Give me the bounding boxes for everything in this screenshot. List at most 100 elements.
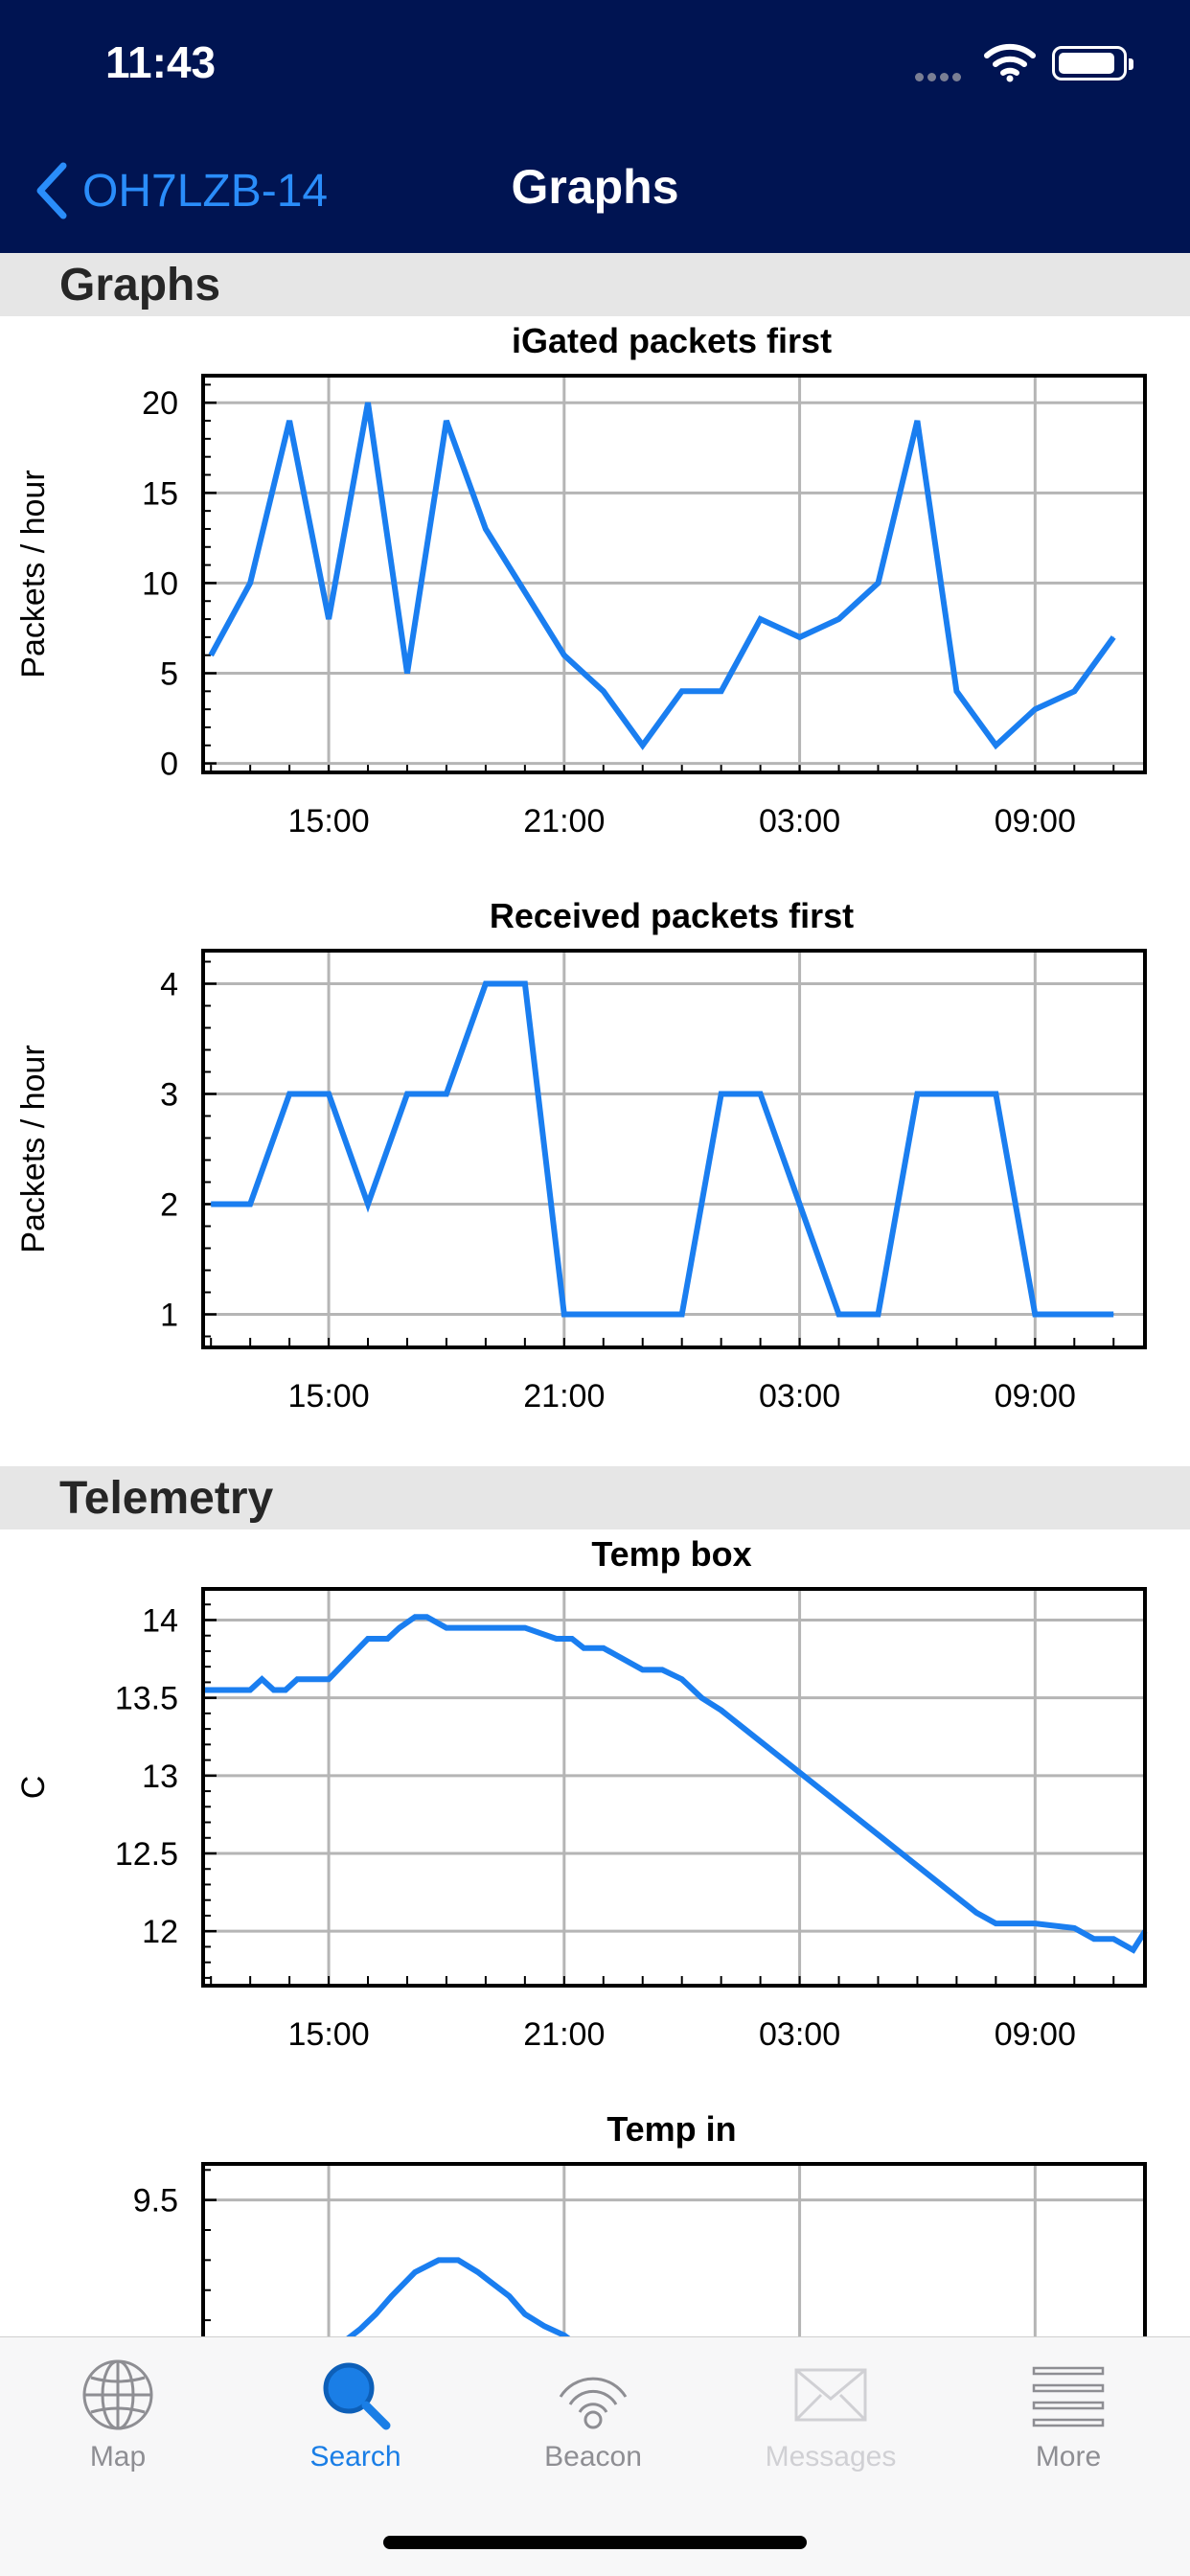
tab-label: Messages bbox=[765, 2441, 897, 2472]
tab-label: Beacon bbox=[544, 2441, 642, 2472]
chart-svg: Temp box C 15:00 21:00 03:00 09:00 12 12.5 13 13.… bbox=[15, 1534, 1148, 2053]
plot-frame bbox=[201, 374, 1147, 774]
data-point bbox=[367, 1638, 369, 1640]
tab-messages[interactable]: Messages bbox=[735, 2357, 927, 2510]
data-point bbox=[1073, 1927, 1075, 1929]
beacon-icon bbox=[559, 2377, 628, 2429]
data-point bbox=[760, 1740, 762, 1742]
chevron-left-icon bbox=[36, 162, 67, 219]
data-point bbox=[328, 618, 330, 620]
data-point bbox=[249, 1204, 251, 1205]
chart-svg: iGated packets first Packets / hour 15:00 2… bbox=[15, 321, 1147, 840]
x-tick-label: 03:00 bbox=[759, 1378, 840, 1414]
data-point bbox=[799, 1204, 801, 1205]
data-point bbox=[603, 690, 605, 692]
y-tick-label: 14 bbox=[142, 1602, 178, 1639]
data-point bbox=[288, 1093, 290, 1094]
data-point bbox=[799, 636, 801, 638]
section-title: Graphs bbox=[59, 260, 221, 310]
chart-temp-box: Temp box C 15:00 21:00 03:00 09:00 12 12.5 13 13.… bbox=[0, 1530, 1190, 2104]
data-point bbox=[1093, 1938, 1095, 1940]
y-axis-label: Packets / hour bbox=[15, 470, 52, 678]
data-point bbox=[975, 1912, 977, 1914]
data-point bbox=[1112, 1314, 1114, 1315]
y-tick-label: 5 bbox=[160, 656, 178, 693]
data-point bbox=[681, 1314, 683, 1315]
data-point bbox=[916, 420, 918, 422]
data-point bbox=[916, 1093, 918, 1094]
data-point bbox=[524, 983, 526, 984]
data-point bbox=[492, 2283, 494, 2285]
data-point bbox=[406, 1093, 408, 1094]
x-tick-label: 15:00 bbox=[288, 803, 370, 840]
data-point bbox=[995, 1093, 996, 1094]
data-point bbox=[296, 1678, 298, 1680]
data-point bbox=[799, 1772, 801, 1774]
y-axis-label: C bbox=[15, 1776, 52, 1800]
data-point bbox=[524, 2313, 526, 2315]
data-point bbox=[406, 673, 408, 674]
x-tick-label: 21:00 bbox=[523, 1378, 605, 1414]
series-line bbox=[211, 980, 1114, 1318]
data-point bbox=[700, 1697, 702, 1699]
data-point bbox=[563, 655, 565, 656]
x-tick-label: 03:00 bbox=[759, 2016, 840, 2053]
series-line bbox=[203, 1614, 1148, 1954]
search-icon bbox=[323, 2362, 391, 2430]
data-point bbox=[571, 1638, 573, 1640]
tab-map[interactable]: Map bbox=[22, 2357, 214, 2510]
data-point bbox=[485, 1627, 487, 1629]
envelope-icon bbox=[794, 2368, 867, 2422]
data-point bbox=[210, 655, 212, 656]
y-tick-label: 1 bbox=[160, 1298, 178, 1334]
y-tick-label: 3 bbox=[160, 1077, 178, 1114]
y-tick-label: 2 bbox=[160, 1187, 178, 1224]
data-point bbox=[477, 2271, 479, 2273]
series-line bbox=[346, 2257, 571, 2336]
back-button-label: OH7LZB-14 bbox=[82, 165, 329, 217]
chart-svg: Received packets first Packets / hour 15:0… bbox=[15, 896, 1147, 1414]
cellular-signal-icon bbox=[915, 69, 973, 81]
data-point bbox=[995, 745, 996, 747]
data-point bbox=[367, 1204, 369, 1205]
data-point bbox=[955, 1896, 957, 1898]
x-tick-label: 15:00 bbox=[288, 1378, 370, 1414]
data-point bbox=[508, 2295, 510, 2297]
x-tick-label: 03:00 bbox=[759, 803, 840, 840]
data-point bbox=[249, 582, 251, 584]
x-tick-label: 15:00 bbox=[288, 2016, 370, 2053]
data-point bbox=[1073, 1314, 1075, 1315]
data-point bbox=[391, 2295, 393, 2297]
tab-search[interactable]: Search bbox=[260, 2357, 451, 2510]
tab-more[interactable]: More bbox=[973, 2357, 1164, 2510]
chart-svg: Temp in8.599.5 bbox=[133, 2109, 1147, 2336]
data-point bbox=[375, 2313, 377, 2315]
data-point bbox=[261, 1678, 263, 1680]
data-point bbox=[642, 1668, 644, 1670]
tab-label: More bbox=[1035, 2441, 1102, 2472]
data-point bbox=[661, 1668, 663, 1670]
y-tick-label: 13 bbox=[142, 1759, 178, 1795]
data-point bbox=[1073, 690, 1075, 692]
data-point bbox=[681, 690, 683, 692]
back-button[interactable]: OH7LZB-14 bbox=[33, 157, 328, 224]
data-point bbox=[877, 582, 879, 584]
data-point bbox=[838, 618, 840, 620]
data-point bbox=[556, 1638, 558, 1640]
y-tick-label: 12.5 bbox=[115, 1836, 178, 1873]
y-tick-label: 12 bbox=[142, 1914, 178, 1950]
data-point bbox=[288, 420, 290, 422]
plot-frame bbox=[201, 2162, 1147, 2336]
data-point bbox=[485, 528, 487, 530]
y-tick-label: 13.5 bbox=[115, 1681, 178, 1717]
data-point bbox=[760, 1093, 762, 1094]
x-tick-label: 21:00 bbox=[523, 803, 605, 840]
data-point bbox=[328, 1678, 330, 1680]
data-point bbox=[838, 1314, 840, 1315]
data-point bbox=[348, 1658, 350, 1660]
y-tick-label: 10 bbox=[142, 565, 178, 602]
data-point bbox=[399, 1627, 400, 1629]
data-point bbox=[877, 1834, 879, 1836]
tab-beacon[interactable]: Beacon bbox=[497, 2357, 689, 2510]
data-point bbox=[414, 2271, 416, 2273]
